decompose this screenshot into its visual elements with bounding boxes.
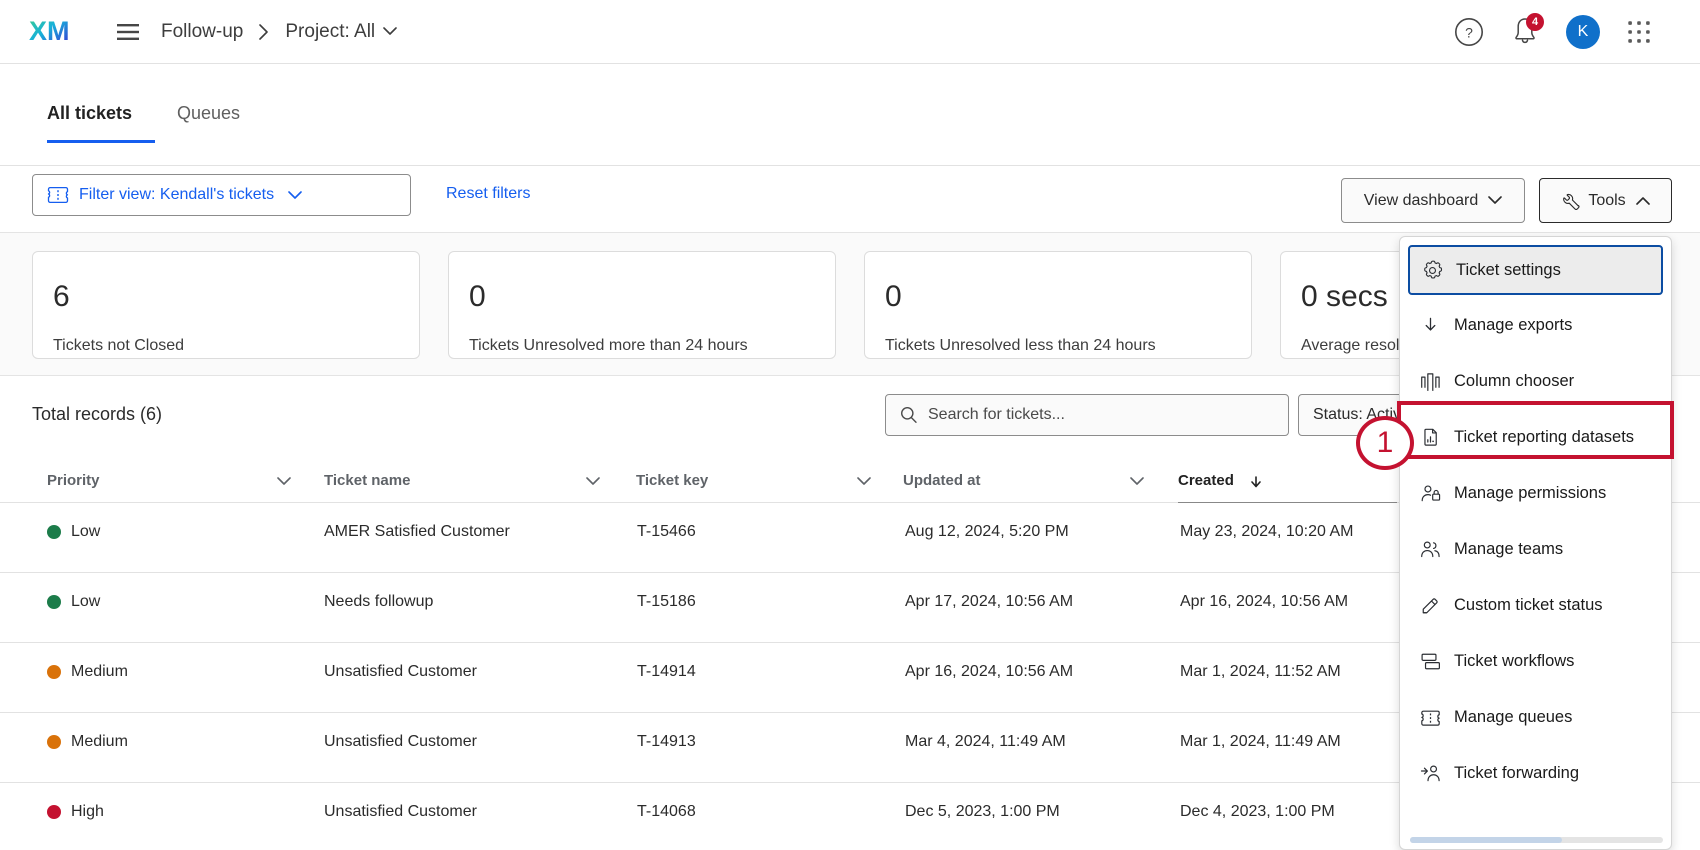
svg-text:XM: XM — [29, 18, 70, 46]
svg-text:?: ? — [1465, 25, 1473, 41]
